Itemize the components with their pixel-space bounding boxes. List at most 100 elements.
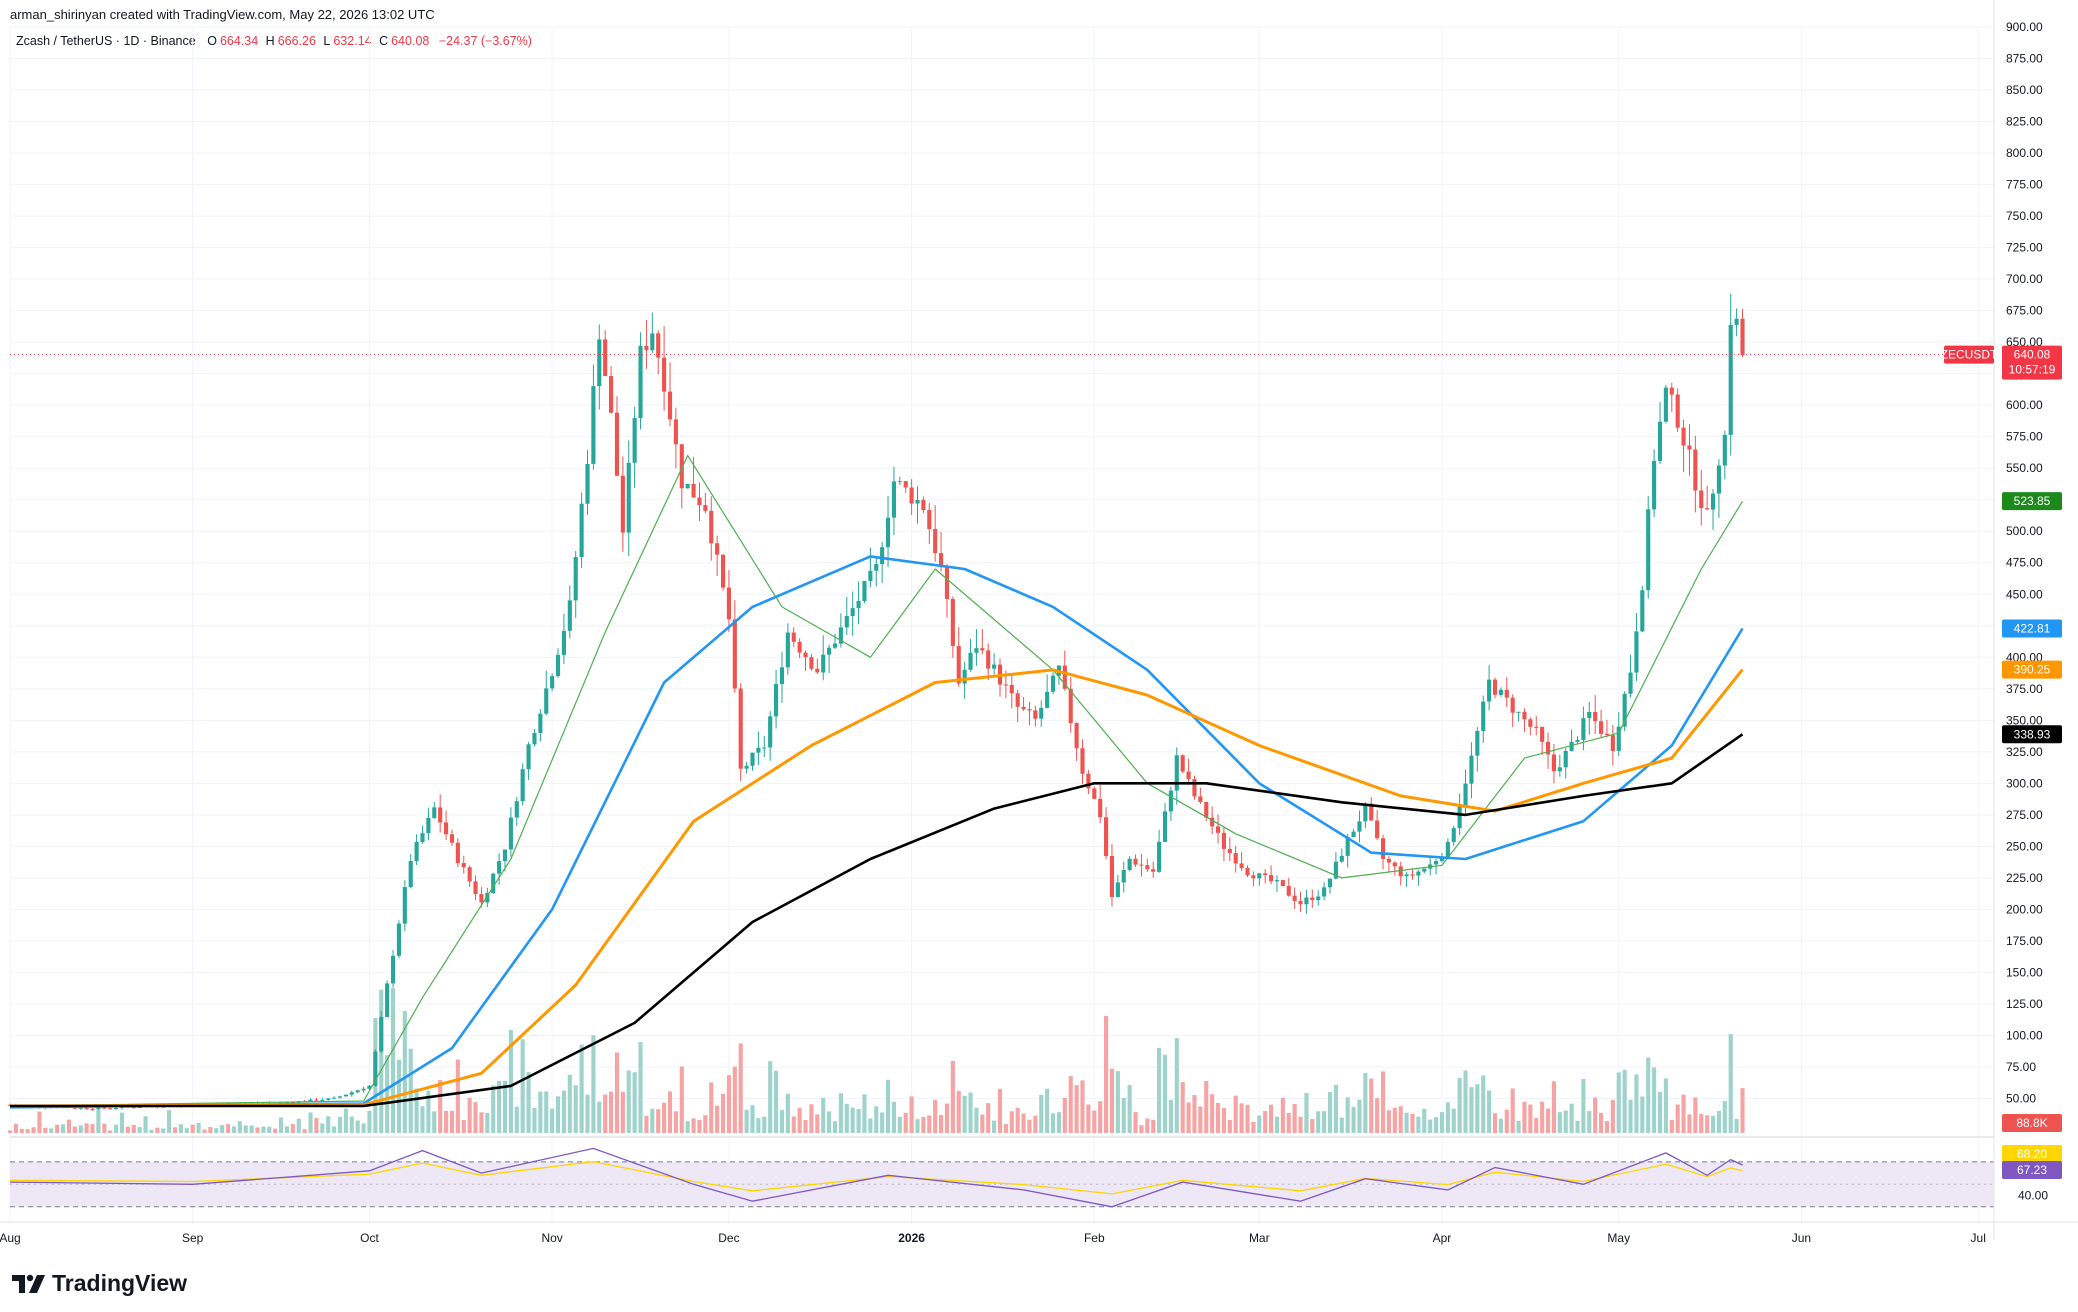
symbol-legend[interactable]: Zcash / TetherUS · 1D · Binance O 664.34 … <box>16 34 532 48</box>
volume-bar <box>950 1060 955 1133</box>
price-tick-label: 600.00 <box>2006 398 2043 412</box>
candle-body <box>1475 730 1480 756</box>
rsi-tick-label: 40.00 <box>2018 1189 2048 1203</box>
candle-body <box>1363 803 1368 822</box>
candle-body <box>609 376 614 413</box>
ma200-line <box>10 733 1744 1108</box>
volume-bar <box>832 1121 838 1133</box>
volume-bar <box>196 1122 201 1133</box>
tradingview-logo[interactable]: TradingView <box>12 1270 187 1297</box>
candlesticks[interactable] <box>7 293 1745 1111</box>
candle-body <box>1540 726 1545 742</box>
volume-bar <box>1080 1080 1085 1133</box>
candle-body <box>1121 870 1126 883</box>
volume-bar <box>296 1118 301 1133</box>
volume-bar <box>667 1091 673 1133</box>
price-tick-label: 375.00 <box>2006 682 2043 696</box>
volume-bar <box>1145 1118 1150 1133</box>
volume-bar <box>402 1010 407 1133</box>
volume-bar <box>184 1128 189 1133</box>
candle-body <box>1015 693 1020 707</box>
candle-body <box>944 566 950 600</box>
ma50-badge-bg <box>2002 619 2062 638</box>
candle-body <box>1269 875 1274 882</box>
time-axis[interactable]: Aug Sep Oct Nov Dec 2026 Feb Mar Apr May Jun Jul <box>0 1221 2078 1245</box>
volume-bar <box>1398 1106 1403 1133</box>
volume-bar <box>84 1123 89 1133</box>
candle-body <box>438 807 443 823</box>
candle-body <box>779 667 785 685</box>
volume-bar <box>491 1085 496 1133</box>
candle-body <box>1280 880 1285 887</box>
volume-bar <box>172 1127 178 1133</box>
candle-body <box>1369 803 1374 821</box>
candle-body <box>1681 427 1686 446</box>
candle-body <box>785 632 790 668</box>
candle-body <box>1616 726 1621 751</box>
candle-body <box>343 1094 348 1097</box>
candle-body <box>1693 449 1698 491</box>
volume-bar <box>155 1127 160 1133</box>
candle-body <box>544 688 549 714</box>
ohlc-change-value: −24.37 (−3.67%) <box>438 34 532 48</box>
volume-bar <box>944 1103 950 1133</box>
price-tick-label: 725.00 <box>2006 241 2043 255</box>
ma20-line <box>9 455 1744 1107</box>
candle-body <box>968 652 973 670</box>
time-tick-label: Nov <box>541 1231 562 1245</box>
candle-body <box>385 983 390 1017</box>
candle-body <box>986 650 991 669</box>
volume-bar <box>420 1106 425 1133</box>
candle-body <box>838 627 843 644</box>
candle-body <box>962 669 967 684</box>
volume-bar <box>1086 1104 1091 1133</box>
rsi-line <box>9 1147 1743 1208</box>
volume-bar <box>821 1097 826 1133</box>
candle-body <box>1104 817 1109 857</box>
candle-body <box>720 554 726 588</box>
price-tick-label: 75.00 <box>2006 1060 2036 1074</box>
candle-body <box>1722 434 1727 466</box>
volume-bar <box>1740 1088 1745 1133</box>
candle-body <box>821 654 826 673</box>
price-tick-label: 875.00 <box>2006 52 2043 66</box>
volume-bar <box>485 1112 490 1133</box>
candle-body <box>750 752 755 766</box>
volume-bar <box>1652 1067 1657 1133</box>
candle-body <box>662 357 667 392</box>
volume-bar <box>438 1080 443 1133</box>
volume-bar <box>874 1106 879 1133</box>
candle-body <box>656 333 661 358</box>
volume-bar <box>243 1125 248 1133</box>
volume-bar <box>508 1030 513 1133</box>
candle-body <box>1127 858 1132 871</box>
candle-body <box>1481 701 1486 731</box>
symbol-title[interactable]: Zcash / TetherUS · 1D · Binance <box>16 34 196 48</box>
volume-bar <box>756 1118 761 1133</box>
candle-body <box>1522 711 1527 720</box>
candle-body <box>550 676 555 689</box>
volume-bar <box>1369 1078 1374 1133</box>
candle-body <box>491 873 496 894</box>
volume-bar <box>750 1105 755 1133</box>
volume-bars <box>7 988 1745 1133</box>
price-axis[interactable]: 900.00 875.00 850.00 825.00 800.00 775.00 750.… <box>1993 0 2048 1240</box>
volume-bar <box>1239 1103 1244 1133</box>
volume-bar <box>1339 1117 1344 1133</box>
candle-body <box>579 503 584 558</box>
candle-body <box>850 608 855 617</box>
candle-body <box>1310 897 1315 901</box>
volume-bar <box>49 1128 54 1133</box>
tradingview-logo-icon <box>12 1274 45 1293</box>
volume-bar <box>1192 1095 1197 1133</box>
candle-body <box>1050 675 1056 692</box>
candle-body <box>1646 509 1651 591</box>
volume-bar <box>1422 1108 1427 1133</box>
price-tick-label: 50.00 <box>2006 1091 2036 1105</box>
candle-body <box>1239 863 1244 869</box>
volume-bar <box>308 1112 313 1133</box>
candle-body <box>1327 878 1333 888</box>
volume-bar <box>1198 1106 1203 1133</box>
